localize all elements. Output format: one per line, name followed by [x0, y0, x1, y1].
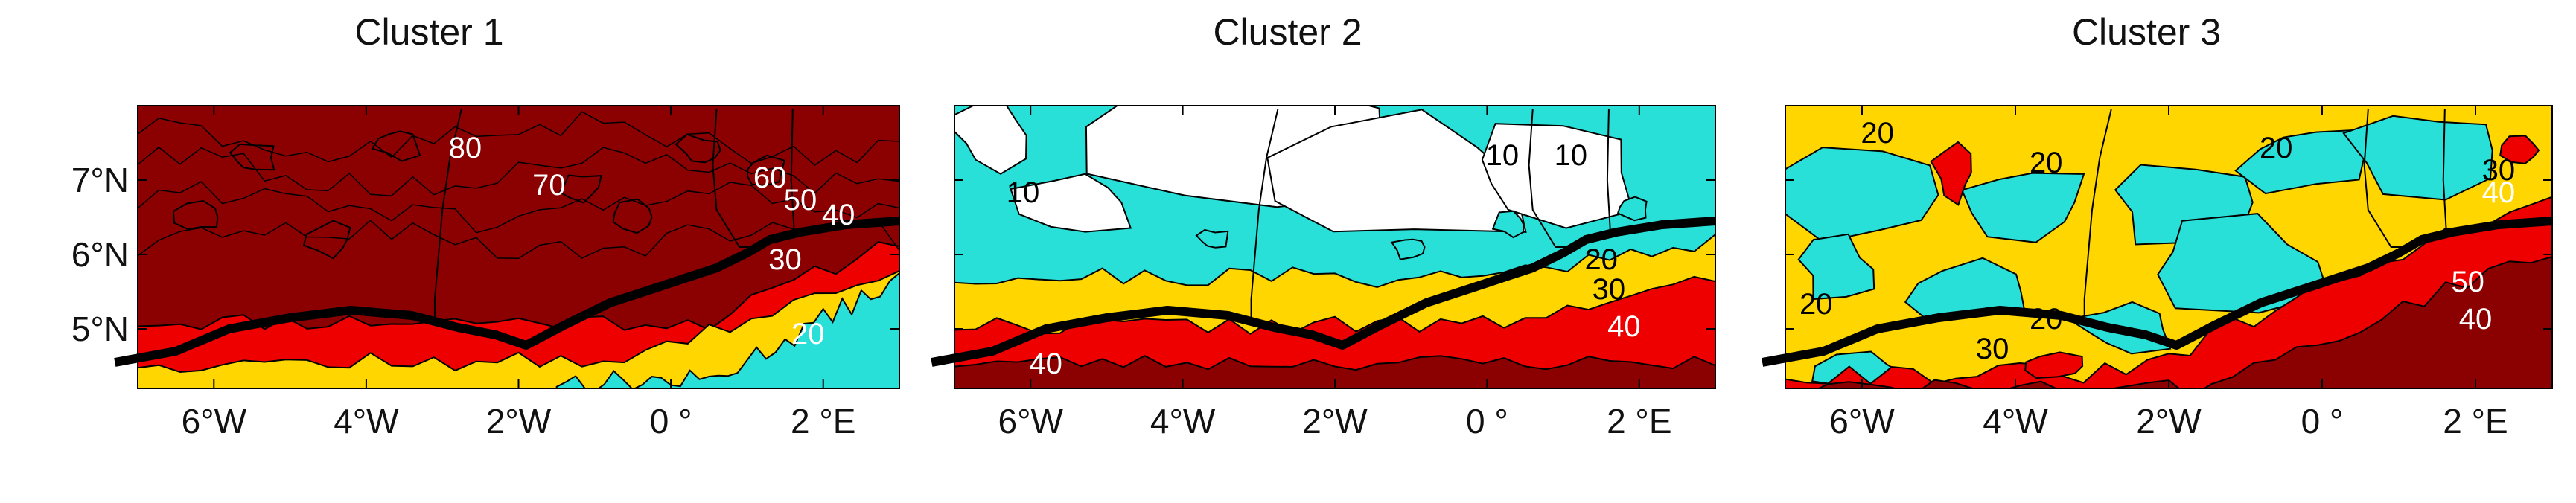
contour-label: 20 [1584, 243, 1618, 276]
contour-line [138, 181, 899, 234]
contour-line [558, 174, 602, 204]
field-layer [138, 106, 899, 388]
cyan-patch [1491, 210, 1525, 239]
x-tick-label: 4°W [334, 402, 399, 440]
border-line [433, 109, 462, 321]
border-line [2083, 109, 2112, 321]
dark-red-band [954, 354, 1715, 388]
contour-label: 40 [822, 199, 855, 231]
x-tick-label: 2°W [2136, 402, 2202, 440]
x-tick-label: 6°W [998, 402, 1063, 440]
contour-line [371, 130, 421, 162]
border-line [2363, 109, 2411, 248]
contour-line [138, 220, 899, 259]
dark-red-field [138, 106, 899, 388]
x-tick-label: 0 ° [2301, 402, 2344, 440]
contour-label: 50 [784, 184, 817, 217]
x-tick-label: 2 °E [1607, 402, 1671, 440]
contour-label: 20 [2260, 132, 2293, 164]
cyan-patch [1390, 238, 1426, 260]
red-patch [2024, 351, 2084, 379]
cyan-patch [1785, 147, 1939, 243]
white-patch [1266, 109, 1527, 233]
border-line [1606, 109, 1611, 233]
x-tick-label: 6°W [182, 402, 247, 440]
field-layer [954, 106, 1715, 388]
panel-cluster-1: Cluster 1 6°W 4°W 2°W 0 ° 2 °E 7°N 6°N 5°N 80 70 6… [0, 0, 900, 503]
contour-line [229, 143, 275, 171]
contour-line [675, 133, 721, 164]
yellow-band [138, 269, 899, 388]
x-tick-label: 2°W [486, 402, 552, 440]
contour-label: 30 [1593, 273, 1626, 306]
contour-label: 20 [1799, 288, 1833, 321]
contour-line [138, 146, 899, 196]
coastline [114, 217, 900, 367]
contour-label: 30 [2482, 154, 2516, 187]
white-patch [1010, 173, 1132, 233]
cyan-band [555, 272, 899, 388]
y-tick-label: 6°N [71, 235, 129, 274]
contour-label: 30 [1976, 333, 2009, 365]
contour-label: 50 [2451, 266, 2484, 298]
cyan-patch [1195, 228, 1229, 249]
panel-title: Cluster 3 [2071, 11, 2222, 53]
cyan-patch [1616, 196, 1648, 222]
field-layer [1785, 106, 2552, 388]
red-patch [2499, 135, 2540, 164]
y-tick-label: 5°N [71, 310, 129, 348]
dark-red-band [1785, 255, 2552, 388]
contour-label: 40 [1029, 347, 1062, 380]
contour-label: 60 [753, 161, 787, 194]
contour-label: 70 [532, 169, 566, 202]
contour-label: 20 [791, 318, 825, 350]
contour-label: 80 [449, 132, 482, 164]
cyan-patch [2234, 128, 2376, 195]
panel-title: Cluster 1 [354, 11, 504, 53]
contour-label: 40 [2482, 176, 2516, 209]
cyan-patch [1960, 172, 2085, 243]
coastline [931, 217, 1716, 367]
coastline [1762, 217, 2553, 367]
contour-line [746, 154, 785, 187]
contour-label: 10 [1555, 139, 1588, 172]
border-line [1250, 109, 1279, 321]
x-tick-label: 2 °E [2443, 402, 2508, 440]
cyan-patch [1797, 233, 1875, 301]
contour-label: 10 [1007, 176, 1040, 209]
x-tick-label: 0 ° [1466, 402, 1508, 440]
border-line [712, 109, 759, 248]
contour-line [172, 199, 219, 231]
contour-label: 20 [1861, 117, 1894, 150]
contour-line [138, 111, 899, 167]
contour-line [302, 220, 351, 260]
panel-title: Cluster 2 [1213, 11, 1362, 53]
border-line [2442, 109, 2447, 233]
red-patch [1930, 141, 1972, 206]
x-tick-label: 2 °E [791, 402, 855, 440]
cyan-patch [2342, 115, 2493, 201]
x-tick-label: 4°W [1983, 402, 2048, 440]
x-tick-label: 4°W [1150, 402, 1216, 440]
contour-label: 20 [2030, 303, 2063, 336]
border-line [1528, 109, 1575, 248]
panel-cluster-2: Cluster 2 6°W 4°W 2°W 0 ° 2 °E 10 10 10 20 30 40 40 [858, 0, 1717, 503]
contour-label: 40 [2459, 303, 2493, 336]
contour-label: 40 [1607, 310, 1641, 343]
contour-line [612, 198, 653, 234]
contour-label: 30 [768, 243, 802, 276]
border-line [790, 109, 795, 233]
x-tick-label: 6°W [1829, 402, 1895, 440]
panel-cluster-3: Cluster 3 6°W 4°W 2°W 0 ° 2 °E 20 20 20 30 40 20 20… [1717, 0, 2576, 503]
contour-label: 10 [1486, 139, 1520, 172]
x-tick-label: 0 ° [650, 402, 692, 440]
x-tick-label: 2°W [1302, 402, 1368, 440]
contour-label: 20 [2030, 147, 2063, 179]
y-tick-label: 7°N [71, 161, 129, 199]
white-patch [1481, 123, 1633, 229]
